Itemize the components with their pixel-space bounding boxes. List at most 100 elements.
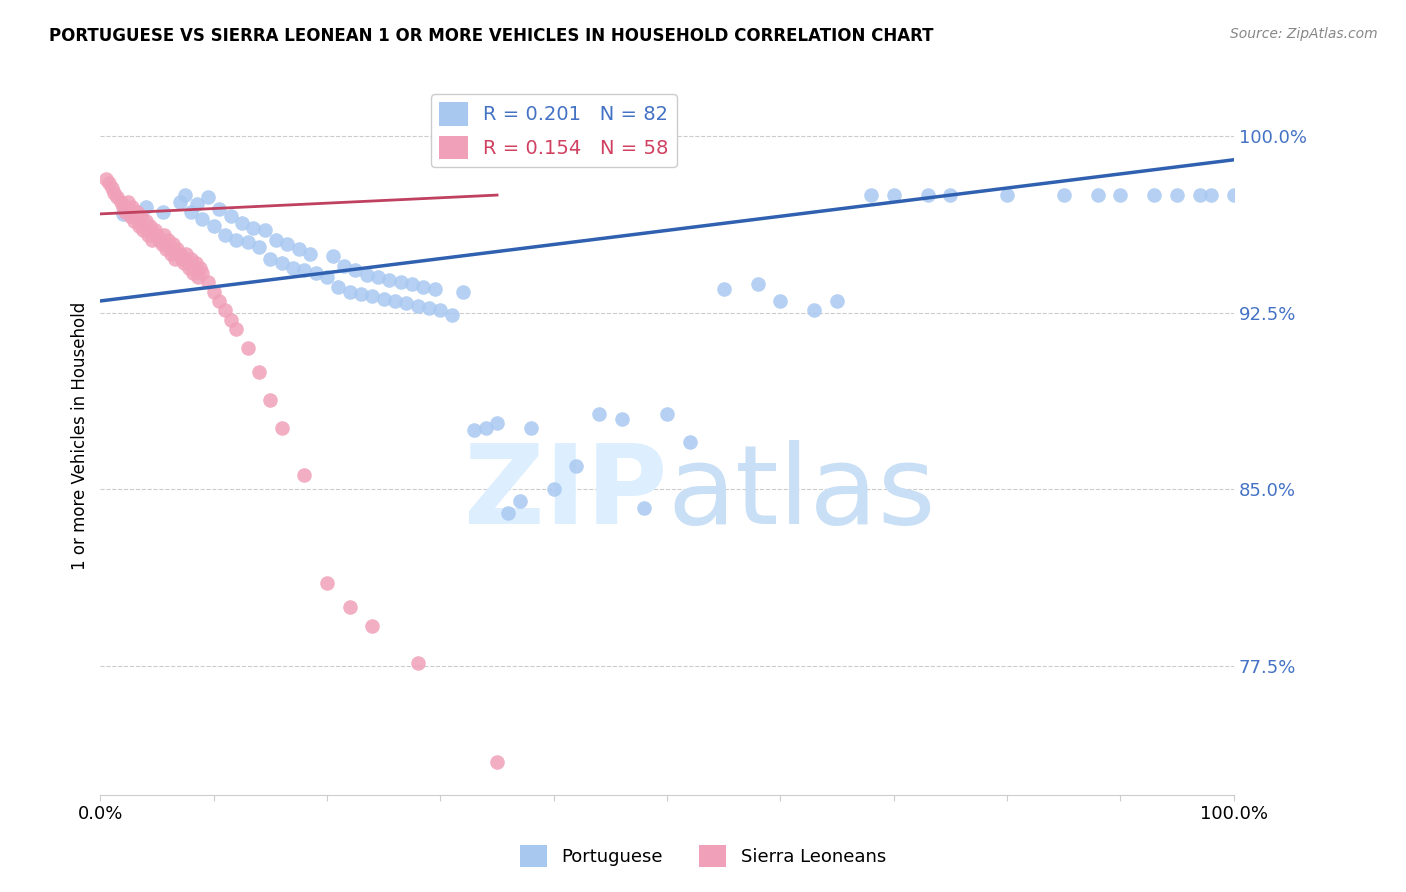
Point: [214, 228, 236, 243]
Point: [276, 237, 298, 252]
Point: [679, 435, 702, 450]
Point: [157, 233, 180, 247]
Point: [177, 260, 200, 275]
Point: [292, 468, 315, 483]
Point: [225, 322, 247, 336]
Point: [1087, 188, 1109, 202]
Point: [418, 301, 440, 315]
Point: [463, 423, 485, 437]
Point: [94, 171, 117, 186]
Point: [236, 341, 259, 355]
Point: [231, 216, 253, 230]
Point: [114, 204, 136, 219]
Text: ZIP: ZIP: [464, 440, 666, 547]
Legend: R = 0.201   N = 82, R = 0.154   N = 58: R = 0.201 N = 82, R = 0.154 N = 58: [430, 95, 676, 167]
Point: [225, 233, 247, 247]
Point: [423, 282, 446, 296]
Point: [187, 270, 209, 285]
Point: [153, 228, 176, 243]
Point: [202, 219, 225, 233]
Point: [1188, 188, 1211, 202]
Text: PORTUGUESE VS SIERRA LEONEAN 1 OR MORE VEHICLES IN HOUSEHOLD CORRELATION CHART: PORTUGUESE VS SIERRA LEONEAN 1 OR MORE V…: [49, 27, 934, 45]
Point: [202, 285, 225, 299]
Point: [1143, 188, 1166, 202]
Point: [655, 407, 678, 421]
Point: [328, 280, 350, 294]
Point: [339, 599, 361, 614]
Point: [100, 181, 122, 195]
Point: [143, 223, 166, 237]
Point: [166, 242, 188, 256]
Point: [214, 303, 236, 318]
Point: [373, 292, 395, 306]
Point: [339, 285, 361, 299]
Point: [1109, 188, 1132, 202]
Point: [159, 247, 181, 261]
Point: [1199, 188, 1222, 202]
Point: [197, 275, 219, 289]
Point: [939, 188, 962, 202]
Point: [169, 195, 191, 210]
Point: [259, 252, 281, 266]
Point: [180, 204, 202, 219]
Point: [509, 494, 531, 508]
Point: [135, 214, 157, 228]
Point: [361, 618, 384, 632]
Point: [367, 270, 389, 285]
Y-axis label: 1 or more Vehicles in Household: 1 or more Vehicles in Household: [72, 302, 89, 570]
Point: [917, 188, 939, 202]
Point: [208, 293, 231, 308]
Point: [110, 195, 132, 210]
Point: [356, 268, 378, 282]
Text: atlas: atlas: [666, 440, 935, 547]
Text: Source: ZipAtlas.com: Source: ZipAtlas.com: [1230, 27, 1378, 41]
Point: [825, 293, 848, 308]
Point: [299, 247, 322, 261]
Point: [124, 214, 146, 228]
Point: [128, 219, 150, 233]
Point: [242, 221, 264, 235]
Point: [406, 299, 429, 313]
Point: [451, 285, 474, 299]
Point: [208, 202, 231, 217]
Point: [361, 289, 384, 303]
Point: [305, 266, 328, 280]
Point: [486, 755, 509, 769]
Point: [155, 242, 177, 256]
Point: [292, 263, 315, 277]
Point: [191, 211, 214, 226]
Point: [520, 421, 543, 435]
Point: [188, 260, 211, 275]
Point: [165, 252, 187, 266]
Point: [173, 256, 195, 270]
Point: [1166, 188, 1188, 202]
Point: [333, 259, 356, 273]
Legend: Portuguese, Sierra Leoneans: Portuguese, Sierra Leoneans: [513, 838, 893, 874]
Point: [406, 657, 429, 671]
Point: [219, 313, 242, 327]
Point: [117, 195, 139, 210]
Point: [287, 242, 309, 256]
Point: [429, 303, 451, 318]
Point: [322, 249, 344, 263]
Point: [264, 233, 287, 247]
Point: [565, 458, 588, 473]
Point: [162, 237, 184, 252]
Point: [135, 200, 157, 214]
Point: [105, 190, 128, 204]
Point: [389, 275, 412, 289]
Point: [103, 186, 125, 200]
Point: [184, 256, 207, 270]
Point: [174, 188, 197, 202]
Point: [121, 200, 143, 214]
Point: [148, 233, 170, 247]
Point: [247, 365, 270, 379]
Point: [219, 209, 242, 223]
Point: [883, 188, 905, 202]
Point: [747, 277, 769, 292]
Point: [136, 228, 159, 243]
Point: [498, 506, 520, 520]
Point: [440, 308, 463, 322]
Point: [316, 270, 339, 285]
Point: [860, 188, 883, 202]
